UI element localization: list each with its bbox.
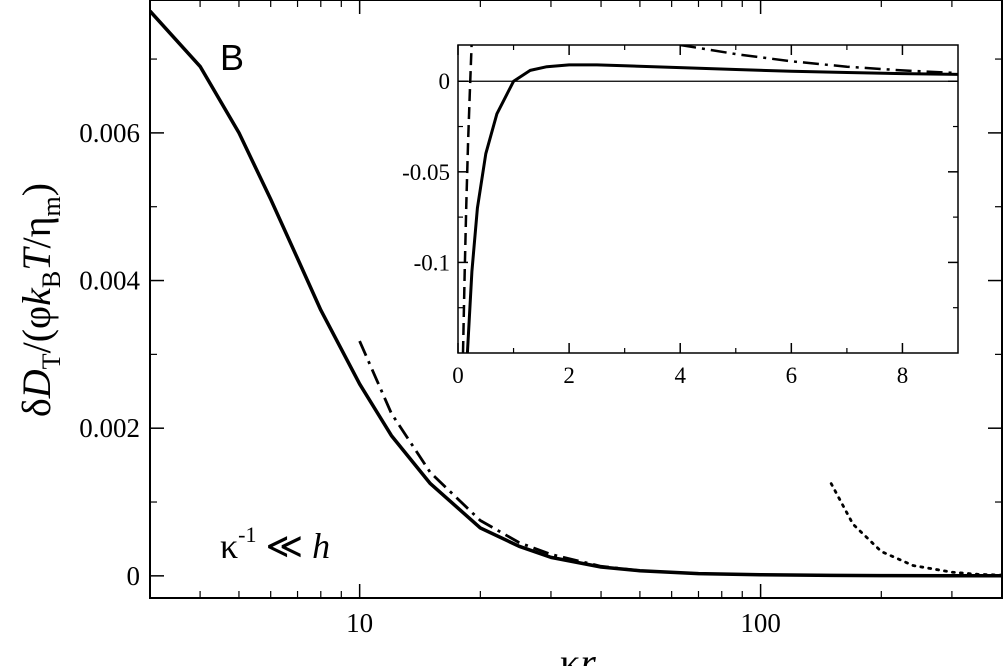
- panel-label: B: [220, 37, 244, 78]
- ylabel-k: k: [14, 287, 59, 306]
- ylabel-slash: /: [14, 237, 59, 249]
- inset-ytick-label: 0: [439, 69, 451, 94]
- main-series-dashdot: [358, 340, 641, 573]
- ylabel-k-sub: B: [37, 271, 66, 288]
- inset-xtick-label: 8: [897, 363, 909, 388]
- ylabel-eta: η: [14, 216, 59, 237]
- main-xtick-label: 100: [740, 608, 781, 638]
- regime-annotation: κ-1 ≪ h: [220, 522, 330, 566]
- annotation-h: h: [312, 526, 330, 566]
- inset-ticks: 0 2 4 6 8 0 -0.05 -0.1: [402, 45, 958, 388]
- annotation-superscript: -1: [238, 522, 256, 547]
- inset-ytick-label: -0.1: [414, 250, 450, 275]
- x-axis-title: κr: [560, 640, 596, 666]
- inset-series: [461, 45, 958, 353]
- inset-ytick-label: -0.05: [402, 160, 450, 185]
- ylabel-D-sub: T: [37, 353, 66, 369]
- inset-plot-frame: [457, 44, 959, 354]
- main-series: [150, 9, 1002, 578]
- main-ytick-label: 0.004: [79, 266, 140, 296]
- inset-xtick-label: 4: [674, 363, 686, 388]
- inset-xtick-label: 0: [452, 363, 464, 388]
- inset-series-dashdot: [680, 45, 958, 75]
- inset-series-solid: [465, 63, 958, 353]
- ylabel-mid: /(φ: [14, 306, 59, 354]
- ylabel-close: ): [14, 183, 59, 196]
- inset-xtick-label: 2: [563, 363, 575, 388]
- main-series-dotted: [829, 482, 1002, 577]
- y-axis-title: δDT/(φkBT/ηm): [14, 183, 66, 417]
- ylabel-delta: δ: [14, 398, 59, 417]
- ylabel-D: D: [14, 369, 59, 399]
- x-axis-kappa: κ: [560, 640, 580, 666]
- main-ytick-label: 0.002: [79, 413, 140, 443]
- inset-xtick-label: 6: [786, 363, 798, 388]
- main-series-solid: [150, 9, 1002, 578]
- x-axis-r: r: [580, 640, 596, 666]
- much-less-than: ≪: [256, 526, 312, 566]
- main-xtick-label: 10: [346, 608, 373, 638]
- main-ytick-label: 0: [127, 561, 141, 591]
- ylabel-eta-sub: m: [37, 196, 66, 216]
- main-ticks: 10 100 0 0.002 0.004 0.006: [79, 0, 1002, 638]
- main-ytick-label: 0.006: [79, 118, 140, 148]
- ylabel-T: T: [14, 246, 59, 271]
- kappa-symbol: κ: [220, 526, 238, 566]
